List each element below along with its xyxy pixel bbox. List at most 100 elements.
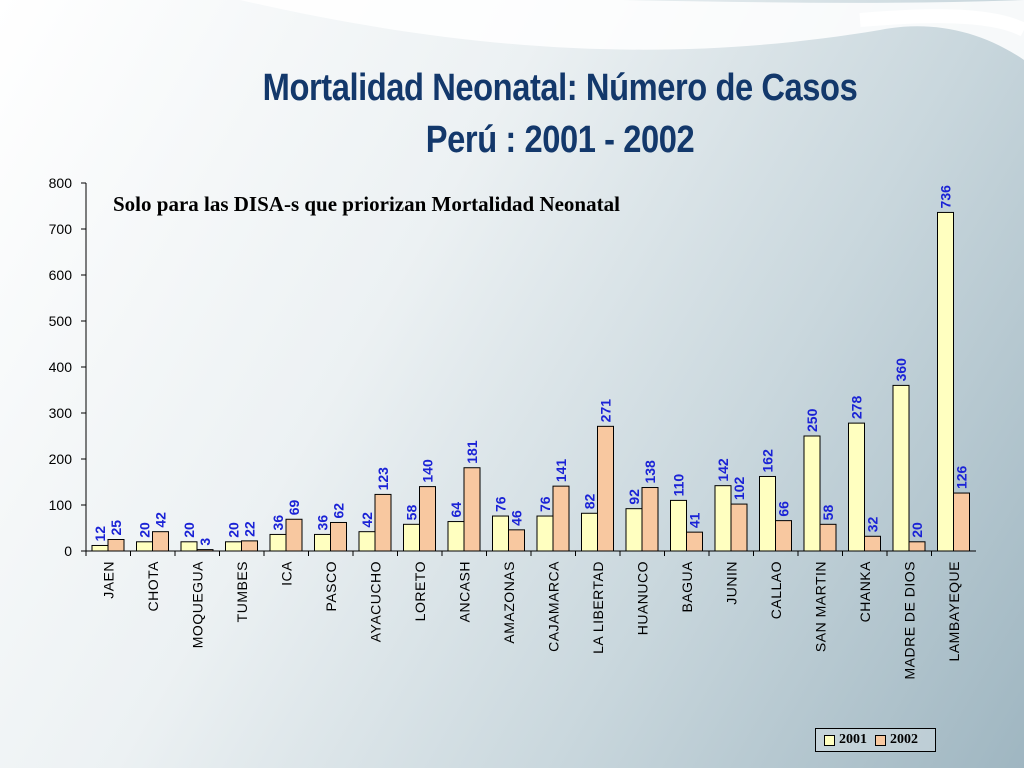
data-label: 62 bbox=[331, 503, 347, 519]
bar-2002 bbox=[819, 523, 837, 552]
y-tick-label: 600 bbox=[49, 267, 73, 283]
data-label: 20 bbox=[137, 522, 153, 538]
data-label: 64 bbox=[448, 502, 464, 518]
data-label: 36 bbox=[315, 515, 331, 531]
bar-2001 bbox=[269, 533, 287, 552]
bar-2002 bbox=[330, 521, 347, 552]
bar-2002 bbox=[374, 493, 392, 552]
x-tick-label: CAJAMARCA bbox=[545, 561, 561, 652]
y-tick-label: 100 bbox=[49, 497, 73, 513]
data-label: 66 bbox=[776, 501, 792, 517]
data-label: 32 bbox=[865, 516, 881, 532]
x-tick-label: AYACUCHO bbox=[367, 561, 383, 642]
x-tick-label: HUANUCO bbox=[634, 561, 650, 635]
bar-2001 bbox=[536, 515, 554, 552]
bar-2001 bbox=[492, 515, 509, 552]
y-tick-label: 400 bbox=[49, 359, 73, 375]
x-tick-label: LORETO bbox=[412, 561, 428, 621]
bar-2002 bbox=[107, 539, 125, 552]
bar-2001 bbox=[91, 544, 109, 552]
data-label: 271 bbox=[598, 399, 614, 423]
data-label: 360 bbox=[893, 358, 909, 382]
x-tick-label: LAMBAYEQUE bbox=[946, 561, 962, 661]
bar-2002 bbox=[686, 531, 703, 552]
bar-2002 bbox=[730, 503, 748, 552]
data-label: 3 bbox=[197, 538, 213, 546]
bar-2002 bbox=[908, 541, 926, 552]
data-label: 123 bbox=[375, 467, 391, 491]
x-tick-label: JAEN bbox=[100, 561, 116, 599]
bar-2002 bbox=[552, 485, 570, 552]
x-tick-label: SAN MARTIN bbox=[812, 561, 828, 652]
y-tick-label: 0 bbox=[64, 543, 72, 559]
chart-subtitle: Solo para las DISA-s que priorizan Morta… bbox=[113, 192, 620, 216]
bar-2002 bbox=[864, 535, 881, 552]
y-tick-label: 700 bbox=[49, 221, 73, 237]
x-tick-label: BAGUA bbox=[679, 561, 695, 613]
chart-title: Mortalidad Neonatal: Número de Casos Per… bbox=[147, 64, 973, 164]
bar-2002 bbox=[463, 467, 481, 552]
legend-label-2001: 2001 bbox=[839, 732, 867, 747]
bar-2002 bbox=[508, 529, 525, 552]
data-label: 162 bbox=[760, 449, 776, 473]
data-label: 92 bbox=[626, 489, 642, 505]
data-label: 138 bbox=[642, 460, 658, 484]
data-label: 141 bbox=[553, 459, 569, 483]
data-label: 20 bbox=[181, 522, 197, 538]
data-label: 20 bbox=[909, 522, 925, 538]
x-tick-label: CALLAO bbox=[768, 561, 784, 619]
bar-2001 bbox=[581, 512, 598, 552]
bar-2001 bbox=[803, 435, 821, 552]
data-label: 140 bbox=[420, 459, 436, 483]
data-label: 20 bbox=[226, 522, 242, 538]
bar-2001 bbox=[447, 521, 465, 552]
x-tick-label: ICA bbox=[278, 561, 294, 586]
bar-2002 bbox=[152, 531, 169, 552]
x-tick-label: CHANKA bbox=[857, 561, 873, 623]
data-label: 142 bbox=[715, 458, 731, 482]
x-tick-label: PASCO bbox=[323, 561, 339, 611]
legend-item-2002: 2002 bbox=[875, 732, 918, 748]
data-label: 278 bbox=[849, 396, 865, 420]
x-tick-label: LA LIBERTAD bbox=[590, 561, 606, 654]
data-label: 76 bbox=[537, 496, 553, 512]
bar-2002 bbox=[953, 492, 970, 552]
bar-2002 bbox=[285, 518, 303, 552]
data-label: 36 bbox=[270, 515, 286, 531]
x-tick-label: MOQUEGUA bbox=[189, 561, 205, 648]
data-label: 58 bbox=[404, 505, 420, 521]
bar-2002 bbox=[419, 486, 436, 552]
data-label: 46 bbox=[509, 510, 525, 526]
data-label: 736 bbox=[938, 185, 954, 209]
data-label: 250 bbox=[804, 408, 820, 432]
bar-2001 bbox=[937, 211, 954, 552]
bar-2001 bbox=[625, 508, 643, 552]
x-tick-label: TUMBES bbox=[234, 561, 250, 622]
bar-2002 bbox=[641, 487, 659, 552]
data-label: 82 bbox=[582, 493, 598, 509]
bar-2001 bbox=[892, 384, 910, 552]
data-label: 41 bbox=[687, 512, 703, 528]
data-label: 12 bbox=[92, 526, 108, 542]
bar-2001 bbox=[670, 499, 687, 552]
bar-2001 bbox=[180, 541, 198, 552]
legend: 2001 2002 bbox=[815, 728, 936, 752]
data-label: 69 bbox=[286, 499, 302, 515]
bar-2002 bbox=[241, 540, 258, 552]
data-label: 58 bbox=[820, 505, 836, 521]
bar-2001 bbox=[759, 475, 776, 552]
data-label: 42 bbox=[359, 512, 375, 528]
x-tick-label: AMAZONAS bbox=[501, 561, 517, 644]
bar-2001 bbox=[314, 533, 331, 552]
data-label: 126 bbox=[954, 465, 970, 489]
y-tick-label: 300 bbox=[49, 405, 73, 421]
data-label: 25 bbox=[108, 520, 124, 536]
data-label: 42 bbox=[153, 512, 169, 528]
bar-2001 bbox=[225, 541, 242, 552]
x-tick-label: MADRE DE DIOS bbox=[901, 561, 917, 680]
legend-item-2001: 2001 bbox=[824, 732, 867, 748]
x-tick-label: ANCASH bbox=[456, 561, 472, 622]
bar-2002 bbox=[196, 549, 214, 552]
bar-2001 bbox=[358, 531, 376, 552]
